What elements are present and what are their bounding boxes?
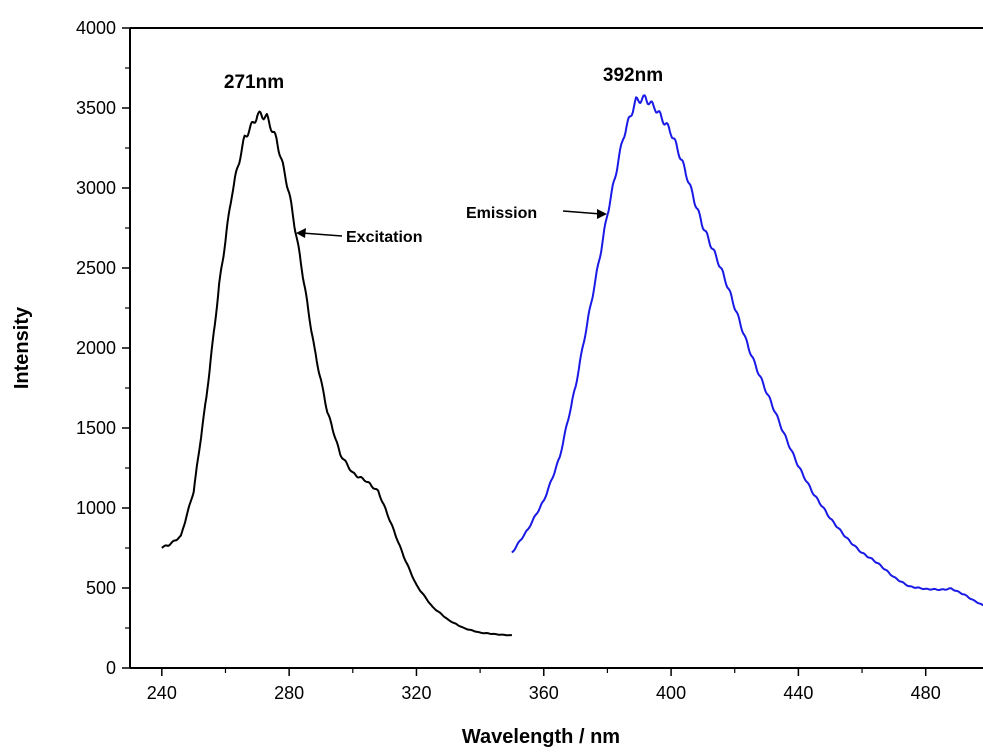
x-tick-label: 280 bbox=[274, 683, 304, 703]
x-tick-label: 480 bbox=[911, 683, 941, 703]
emission-arrow-line bbox=[562, 210, 602, 215]
y-tick-label: 1000 bbox=[76, 498, 116, 518]
y-axis-title: Intensity bbox=[11, 306, 33, 389]
y-tick-label: 3000 bbox=[76, 178, 116, 198]
peak-label-excitation: 271nm bbox=[224, 72, 284, 93]
y-tick-label: 0 bbox=[106, 658, 116, 678]
emission-series-line bbox=[511, 94, 983, 607]
x-tick-label: 320 bbox=[401, 683, 431, 703]
y-tick-label: 4000 bbox=[76, 18, 116, 38]
y-tick-label: 2000 bbox=[76, 338, 116, 358]
x-axis-title: Wavelength / nm bbox=[462, 726, 620, 748]
emission-label: Emission bbox=[466, 205, 537, 222]
excitation-series-line bbox=[161, 110, 512, 637]
plot-area bbox=[161, 94, 983, 637]
y-tick-label: 3500 bbox=[76, 98, 116, 118]
x-tick-label: 240 bbox=[147, 683, 177, 703]
x-tick-label: 360 bbox=[529, 683, 559, 703]
excitation-arrow-line bbox=[301, 232, 343, 237]
y-ticks: 0 500 1000 1500 2000 2500 3000 3500 4000 bbox=[76, 18, 130, 678]
excitation-arrowhead bbox=[296, 228, 306, 238]
x-tick-label: 400 bbox=[656, 683, 686, 703]
x-tick-label: 440 bbox=[783, 683, 813, 703]
y-tick-label: 1500 bbox=[76, 418, 116, 438]
emission-annotation: Emission bbox=[466, 205, 607, 222]
y-tick-label: 500 bbox=[86, 578, 116, 598]
excitation-annotation: Excitation bbox=[296, 228, 422, 246]
excitation-label: Excitation bbox=[346, 229, 422, 246]
y-tick-label: 2500 bbox=[76, 258, 116, 278]
peak-label-emission: 392nm bbox=[603, 65, 663, 86]
x-ticks: 240 280 320 360 400 440 480 bbox=[147, 668, 941, 703]
emission-arrowhead bbox=[597, 209, 607, 219]
